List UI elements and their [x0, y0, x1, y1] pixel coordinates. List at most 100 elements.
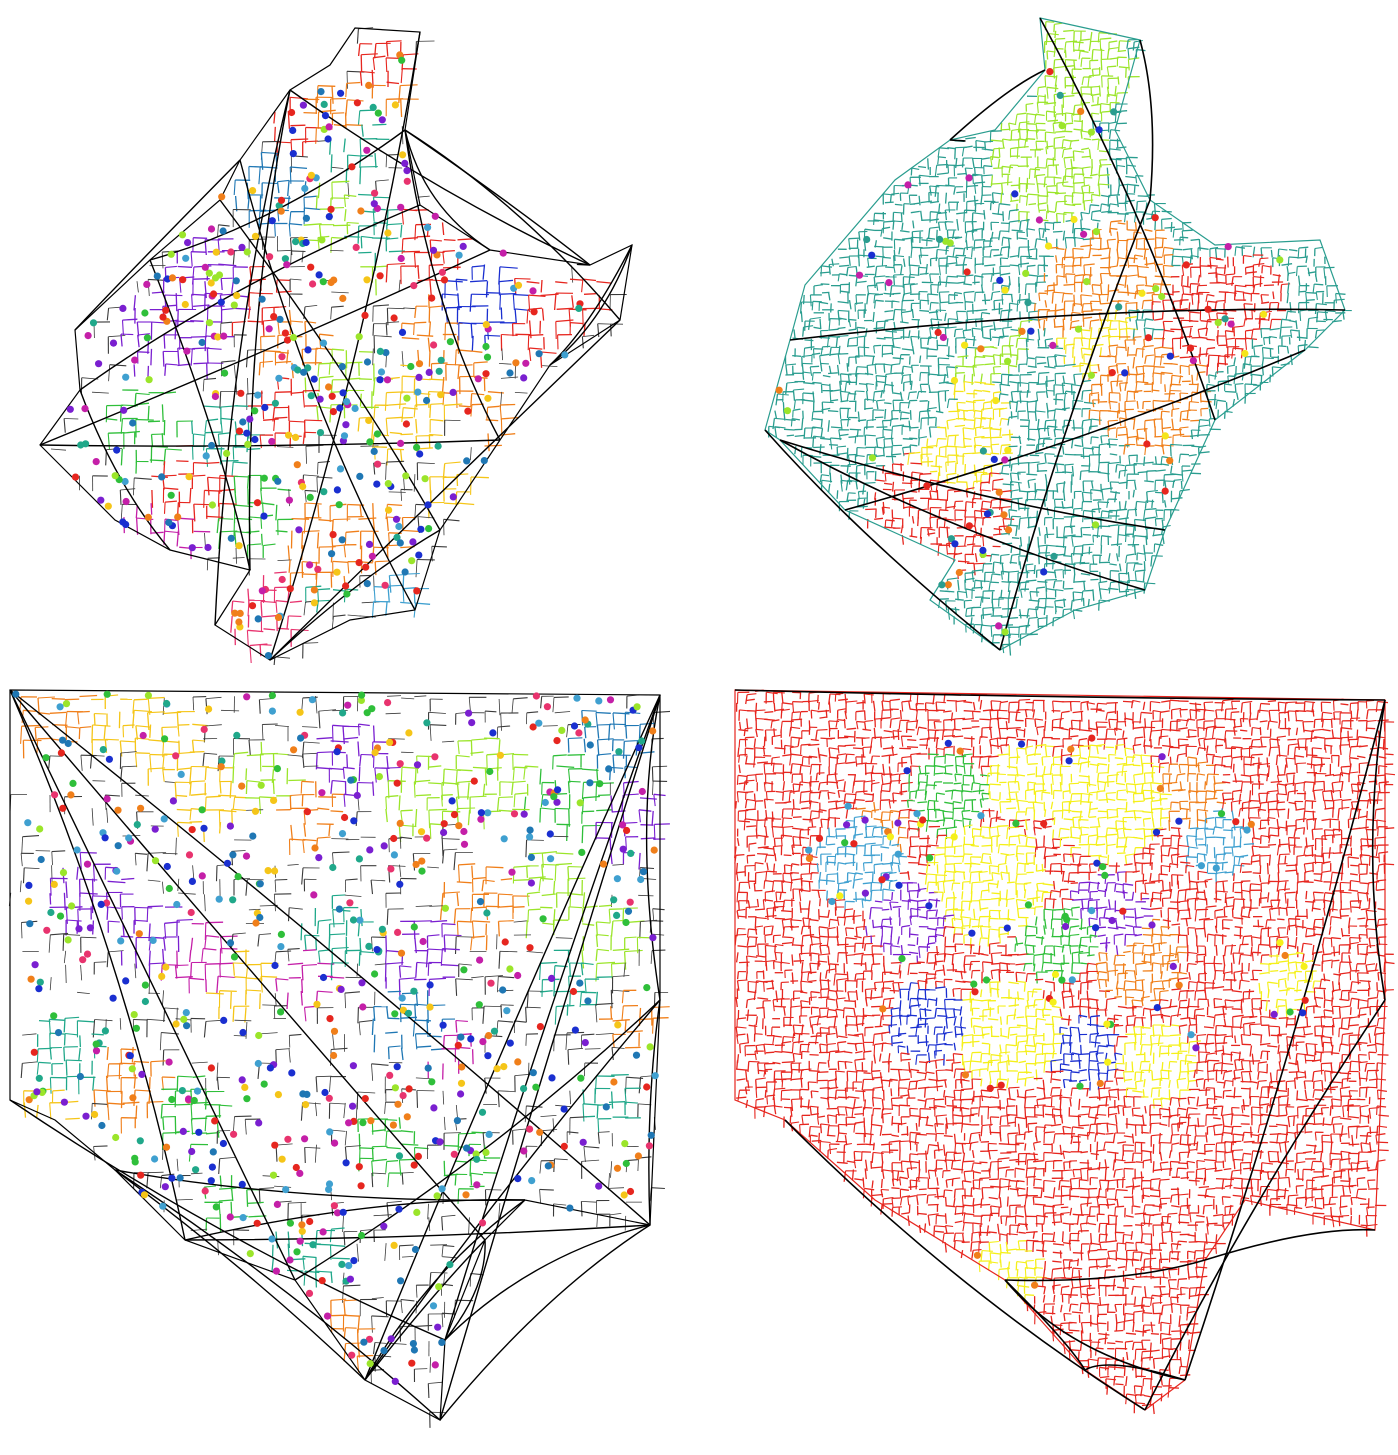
street-segment	[900, 321, 909, 324]
street-segment	[273, 656, 276, 665]
street-segment	[1109, 563, 1117, 566]
street-segment	[1182, 418, 1190, 421]
street-segment	[876, 320, 889, 323]
street-segment	[807, 318, 811, 330]
boundary-node	[158, 473, 166, 481]
street-segment	[1083, 199, 1094, 202]
street-segment	[1153, 419, 1156, 428]
street-segment	[1083, 581, 1086, 591]
street-segment	[982, 500, 991, 503]
street-segment	[1107, 355, 1117, 358]
street-segment	[840, 373, 852, 376]
arterial-road	[219, 199, 441, 531]
street-segment	[993, 354, 1004, 357]
street-segment	[848, 237, 860, 240]
street-segment	[1081, 590, 1084, 602]
street-segment	[1055, 255, 1058, 263]
street-segment	[1027, 357, 1035, 360]
boundary-node	[463, 457, 471, 465]
street-segment	[1118, 517, 1129, 520]
boundary-node	[424, 501, 432, 509]
street-segment	[890, 426, 894, 438]
street-segment	[939, 147, 950, 150]
street-segment	[927, 348, 938, 351]
street-segment	[135, 392, 150, 396]
street-segment	[1116, 463, 1125, 467]
street-segment	[937, 545, 940, 556]
street-segment	[1044, 339, 1047, 348]
street-segment	[992, 607, 995, 616]
street-segment	[260, 601, 263, 617]
street-segment	[903, 497, 914, 500]
street-segment	[1163, 264, 1174, 267]
street-segment	[470, 476, 489, 479]
street-segment	[1063, 211, 1075, 214]
street-segment	[470, 447, 472, 461]
boundary-node	[254, 391, 262, 399]
street-segment	[884, 309, 894, 313]
street-segment	[358, 378, 372, 381]
street-segment	[345, 530, 360, 533]
street-segment	[1123, 213, 1127, 223]
street-segment	[1179, 488, 1190, 492]
street-segment	[1038, 527, 1041, 536]
street-segment	[1043, 177, 1046, 188]
street-segment	[331, 182, 333, 200]
street-segment	[430, 239, 442, 242]
street-segment	[1253, 344, 1263, 348]
street-segment	[837, 326, 846, 330]
street-segment	[1038, 293, 1041, 302]
street-segment	[965, 400, 976, 404]
street-segment	[316, 476, 318, 493]
street-segment	[840, 399, 849, 403]
street-segment	[1154, 543, 1164, 546]
street-segment	[999, 427, 1002, 437]
street-segment	[866, 420, 868, 430]
boundary-node	[251, 407, 259, 415]
street-segment	[1090, 488, 1102, 492]
street-segment	[221, 307, 236, 311]
street-segment	[1161, 444, 1165, 455]
boundary-node	[402, 420, 410, 428]
street-segment	[262, 502, 275, 506]
street-segment	[937, 281, 940, 294]
boundary-node	[227, 534, 235, 542]
street-segment	[1073, 150, 1084, 153]
street-segment	[1055, 213, 1058, 224]
boundary-node	[277, 207, 285, 215]
street-segment	[957, 281, 965, 284]
street-segment	[980, 508, 983, 518]
arterial-road	[404, 129, 621, 321]
street-segment	[1072, 303, 1074, 312]
street-segment	[930, 465, 943, 468]
arterial-road	[39, 249, 491, 446]
street-segment	[218, 263, 237, 267]
street-segment	[1116, 195, 1119, 208]
street-segment	[964, 256, 973, 260]
street-segment	[1063, 157, 1066, 169]
boundary-node	[71, 473, 80, 481]
street-segment	[1100, 59, 1103, 71]
street-segment	[1132, 563, 1136, 572]
arterial-road	[149, 129, 406, 261]
boundary-nodes	[66, 51, 584, 660]
street-segment	[828, 372, 838, 375]
street-segment	[398, 85, 401, 104]
street-segment	[385, 155, 387, 168]
street-segment	[430, 403, 445, 405]
street-segment	[975, 318, 984, 320]
street-segment	[1036, 418, 1040, 430]
street-segment	[162, 351, 165, 367]
street-segment	[221, 360, 236, 363]
street-segment	[938, 292, 941, 303]
street-segment	[428, 350, 431, 367]
street-segment	[1002, 483, 1014, 486]
street-segment	[1063, 248, 1067, 261]
street-segment	[1064, 453, 1076, 456]
street-segment	[1098, 165, 1101, 177]
street-segment	[829, 347, 832, 357]
street-segment	[1062, 471, 1073, 474]
map-panel-top-left	[20, 10, 660, 665]
street-segment	[873, 276, 876, 289]
street-segment	[999, 596, 1009, 599]
